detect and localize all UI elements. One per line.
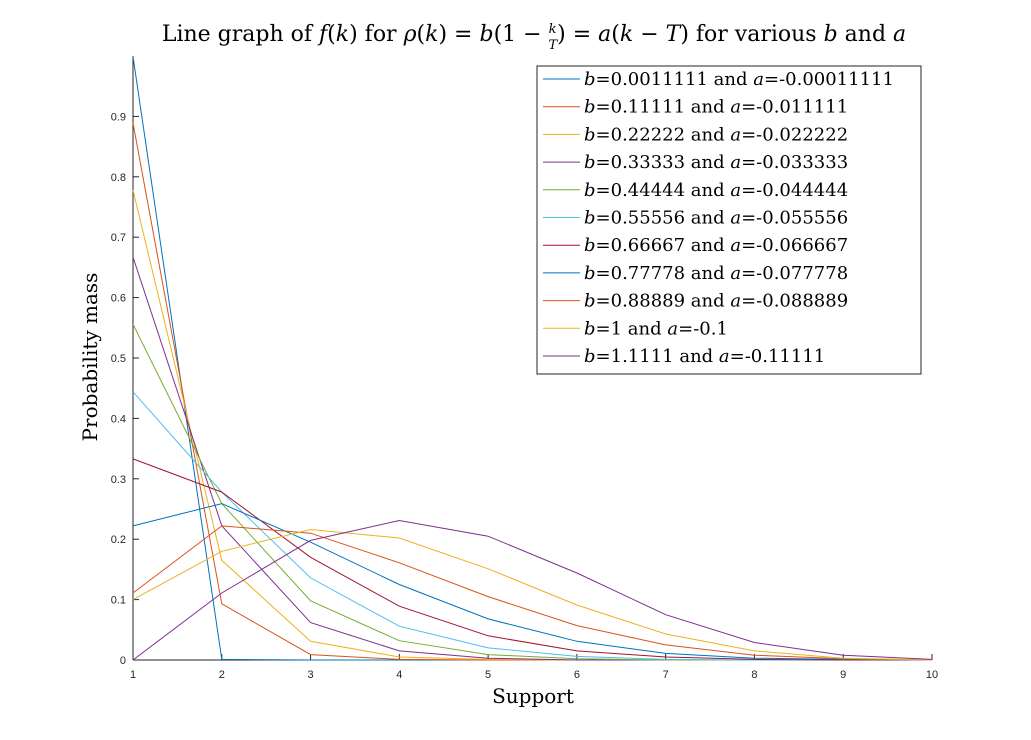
legend-entry: b=0.77778 and a=-0.077778 bbox=[584, 263, 848, 284]
legend-entry: b=0.66667 and a=-0.066667 bbox=[584, 235, 848, 256]
y-tick-label: 0.6 bbox=[111, 293, 126, 305]
x-tick-label: 3 bbox=[307, 669, 313, 681]
legend-entry: b=0.11111 and a=-0.011111 bbox=[584, 97, 848, 118]
legend-entry: b=0.88889 and a=-0.088889 bbox=[584, 291, 848, 312]
y-tick-label: 0.7 bbox=[111, 232, 126, 244]
legend-entry: b=0.0011111 and a=-0.00011111 bbox=[584, 69, 894, 90]
x-tick-label: 2 bbox=[219, 669, 225, 681]
legend-entry: b=1 and a=-0.1 bbox=[584, 318, 728, 339]
y-ticks: 0 0.1 0.2 0.3 0.4 0.5 0.6 0.7 0.8 0.9 bbox=[111, 111, 139, 667]
y-tick-label: 0.4 bbox=[111, 413, 126, 425]
legend-entry: b=1.1111 and a=-0.11111 bbox=[584, 346, 825, 367]
y-tick-label: 0.1 bbox=[111, 595, 126, 607]
y-tick-label: 0.5 bbox=[111, 353, 126, 365]
y-tick-label: 0 bbox=[120, 655, 126, 667]
x-tick-label: 6 bbox=[574, 669, 580, 681]
y-tick-label: 0.8 bbox=[111, 172, 126, 184]
series-line-7 bbox=[132, 458, 932, 661]
x-tick-label: 1 bbox=[130, 669, 136, 681]
x-tick-label: 9 bbox=[840, 669, 846, 681]
y-tick-label: 0.2 bbox=[111, 534, 126, 546]
x-tick-label: 7 bbox=[663, 669, 669, 681]
x-axis-label: Support bbox=[492, 684, 574, 708]
series-line-5 bbox=[132, 323, 932, 661]
series-line-8 bbox=[132, 503, 933, 661]
legend-entry: b=0.44444 and a=-0.044444 bbox=[584, 180, 848, 201]
series-line-11 bbox=[132, 519, 933, 661]
y-tick-label: 0.9 bbox=[111, 111, 126, 123]
series-line-10 bbox=[132, 528, 933, 661]
series-lines bbox=[132, 56, 933, 661]
y-axis-label: Probability mass bbox=[78, 273, 102, 442]
legend-entry: b=0.33333 and a=-0.033333 bbox=[584, 152, 848, 173]
y-tick-label: 0.3 bbox=[111, 474, 126, 486]
x-tick-label: 5 bbox=[485, 669, 491, 681]
series-line-9 bbox=[132, 525, 933, 661]
x-ticks: 1 2 3 4 5 6 7 8 9 10 bbox=[130, 654, 938, 681]
x-tick-label: 8 bbox=[751, 669, 757, 681]
legend-entry: b=0.55556 and a=-0.055556 bbox=[584, 208, 848, 229]
series-line-6 bbox=[132, 391, 932, 661]
x-tick-label: 4 bbox=[396, 669, 402, 681]
chart-title: Line graph of f(k) for ρ(k) = b(1 − k T) … bbox=[162, 22, 906, 53]
legend-entry: b=0.22222 and a=-0.022222 bbox=[584, 124, 848, 145]
x-tick-label: 10 bbox=[926, 669, 938, 681]
legend-box bbox=[536, 65, 922, 375]
legend: b=0.0011111 and a=-0.00011111 b=0.11111 a… bbox=[536, 65, 922, 375]
